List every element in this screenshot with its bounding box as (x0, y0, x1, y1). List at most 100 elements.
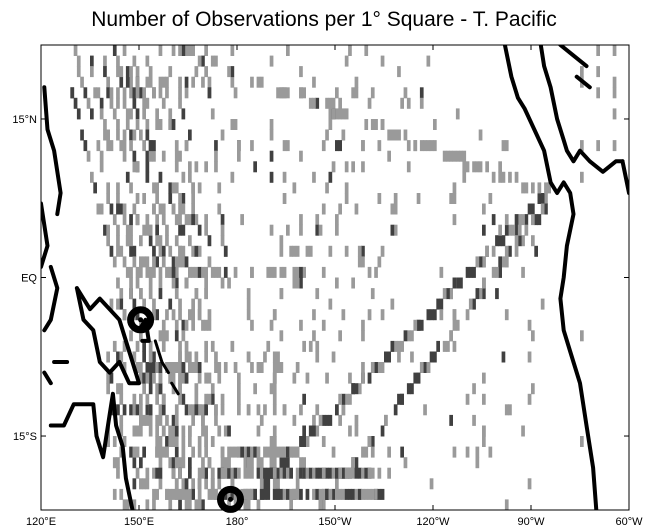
observation-cell (272, 436, 277, 447)
observation-cell (148, 277, 153, 289)
observation-cell (122, 309, 127, 321)
observation-cell (152, 488, 156, 500)
observation-cell (504, 140, 509, 152)
observation-cell (116, 404, 120, 416)
observation-cell (135, 119, 140, 130)
observation-cell (204, 224, 208, 236)
x-tick-label: 120°W (416, 516, 450, 528)
observation-cell (174, 457, 179, 469)
observation-cell (174, 436, 179, 447)
observation-cell (246, 298, 251, 310)
observation-cell (125, 76, 130, 88)
observation-cell (220, 129, 225, 141)
observation-cell (106, 351, 110, 363)
observation-cell (204, 467, 208, 479)
observation-cell (191, 298, 195, 310)
observation-cell (158, 372, 163, 384)
observation-cell (188, 499, 192, 510)
observation-cell (390, 203, 395, 215)
observation-cell (442, 150, 447, 162)
observation-cell (145, 256, 150, 268)
observation-cell (501, 171, 506, 183)
observation-cell (174, 488, 179, 500)
observation-cell (165, 76, 169, 88)
observation-cell (302, 425, 306, 437)
observation-cell (527, 478, 532, 490)
observation-cell (387, 467, 391, 479)
observation-cell (237, 446, 241, 458)
observation-cell (158, 277, 163, 289)
observation-cell (220, 393, 225, 405)
observation-cell (321, 266, 326, 278)
observation-cell (544, 182, 548, 194)
observation-cell (132, 446, 137, 458)
observation-cell (158, 404, 163, 416)
observation-cell (495, 266, 499, 278)
x-tick-label: 150°W (318, 516, 352, 528)
observation-cell (227, 467, 231, 479)
observation-cell (233, 119, 238, 130)
observation-cell (119, 288, 124, 300)
observation-cell (188, 235, 192, 247)
observation-cell (201, 319, 205, 331)
observation-cell (181, 446, 186, 458)
observation-cell (452, 214, 457, 226)
observation-cell (188, 425, 192, 437)
observation-cell (282, 446, 287, 458)
coastline-venezuela (620, 159, 629, 195)
observation-cell (315, 214, 320, 226)
observation-cell (433, 351, 437, 363)
observation-cell (217, 182, 222, 194)
observation-cell (145, 393, 150, 405)
observation-cell (537, 182, 542, 194)
observation-cell (135, 404, 140, 416)
observation-cell (155, 488, 159, 500)
observation-cell (344, 467, 349, 479)
observation-cell (361, 362, 365, 373)
observation-cell (246, 467, 251, 479)
observation-cell (145, 414, 150, 426)
observation-cell (188, 436, 192, 447)
observation-cell (148, 383, 153, 395)
observation-cell (384, 351, 388, 363)
observation-cell (99, 150, 104, 162)
observation-cell (116, 351, 120, 363)
observation-cell (116, 245, 120, 257)
observation-cell (531, 330, 535, 342)
observation-cell (335, 140, 339, 152)
observation-cell (416, 319, 421, 331)
observation-cell (158, 288, 163, 300)
observation-cell (331, 488, 336, 500)
observation-cell (495, 235, 499, 247)
observation-cell (351, 467, 355, 479)
observation-cell (256, 467, 261, 479)
observation-cell (263, 467, 267, 479)
observation-cell (197, 499, 202, 510)
observation-cell (256, 404, 261, 416)
observation-cell (178, 97, 182, 109)
observation-cell (534, 214, 538, 226)
observation-cell (433, 119, 437, 130)
observation-cell (233, 266, 238, 278)
observation-cell (119, 351, 124, 363)
observation-cell (357, 245, 362, 257)
observation-cell (188, 488, 192, 500)
observation-cell (227, 488, 231, 500)
observation-cell (145, 214, 150, 226)
observation-cell (292, 277, 297, 289)
observation-cell (400, 393, 404, 405)
observation-cell (191, 319, 195, 331)
observation-cell (132, 245, 137, 257)
observation-cell (106, 87, 110, 99)
observation-cell (210, 393, 215, 405)
observation-cell (197, 309, 202, 321)
observation-cell (508, 224, 512, 236)
observation-cell (161, 446, 166, 458)
observation-cell (210, 266, 215, 278)
observation-cell (112, 457, 117, 469)
observation-cell (504, 256, 509, 268)
observation-cell (197, 266, 202, 278)
observation-cell (380, 309, 385, 321)
observation-cell (328, 488, 333, 500)
observation-cell (341, 488, 346, 500)
